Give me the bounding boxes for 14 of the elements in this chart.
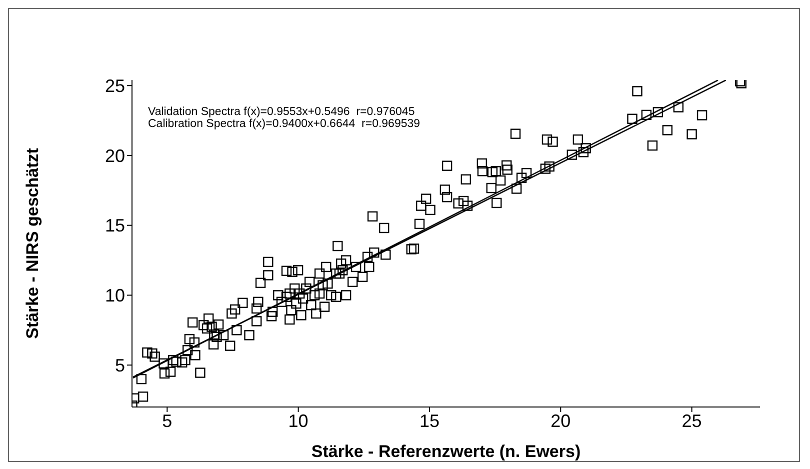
y-tick-label: 10 bbox=[104, 286, 125, 306]
x-axis-title: Stärke - Referenzwerte (n. Ewers) bbox=[311, 442, 581, 461]
y-axis-title: Stärke - NIRS geschätzt bbox=[23, 148, 42, 339]
annotation: Validation Spectra f(x)=0.9553x+0.5496 r=0.976045 bbox=[148, 106, 416, 118]
y-tick-label: 15 bbox=[104, 216, 125, 236]
y-tick-label: 20 bbox=[104, 146, 125, 166]
x-tick-label: 5 bbox=[162, 410, 172, 431]
x-tick-label: 15 bbox=[419, 410, 440, 431]
x-tick-label: 20 bbox=[550, 410, 571, 431]
x-tick-label: 10 bbox=[288, 410, 308, 431]
annotation: Calibration Spectra f(x)=0.9400x+0.6644 r=0.969539 bbox=[148, 118, 420, 130]
y-tick-label: 5 bbox=[114, 355, 125, 376]
y-tick-label: 25 bbox=[104, 76, 125, 96]
x-tick-label: 25 bbox=[682, 410, 702, 431]
